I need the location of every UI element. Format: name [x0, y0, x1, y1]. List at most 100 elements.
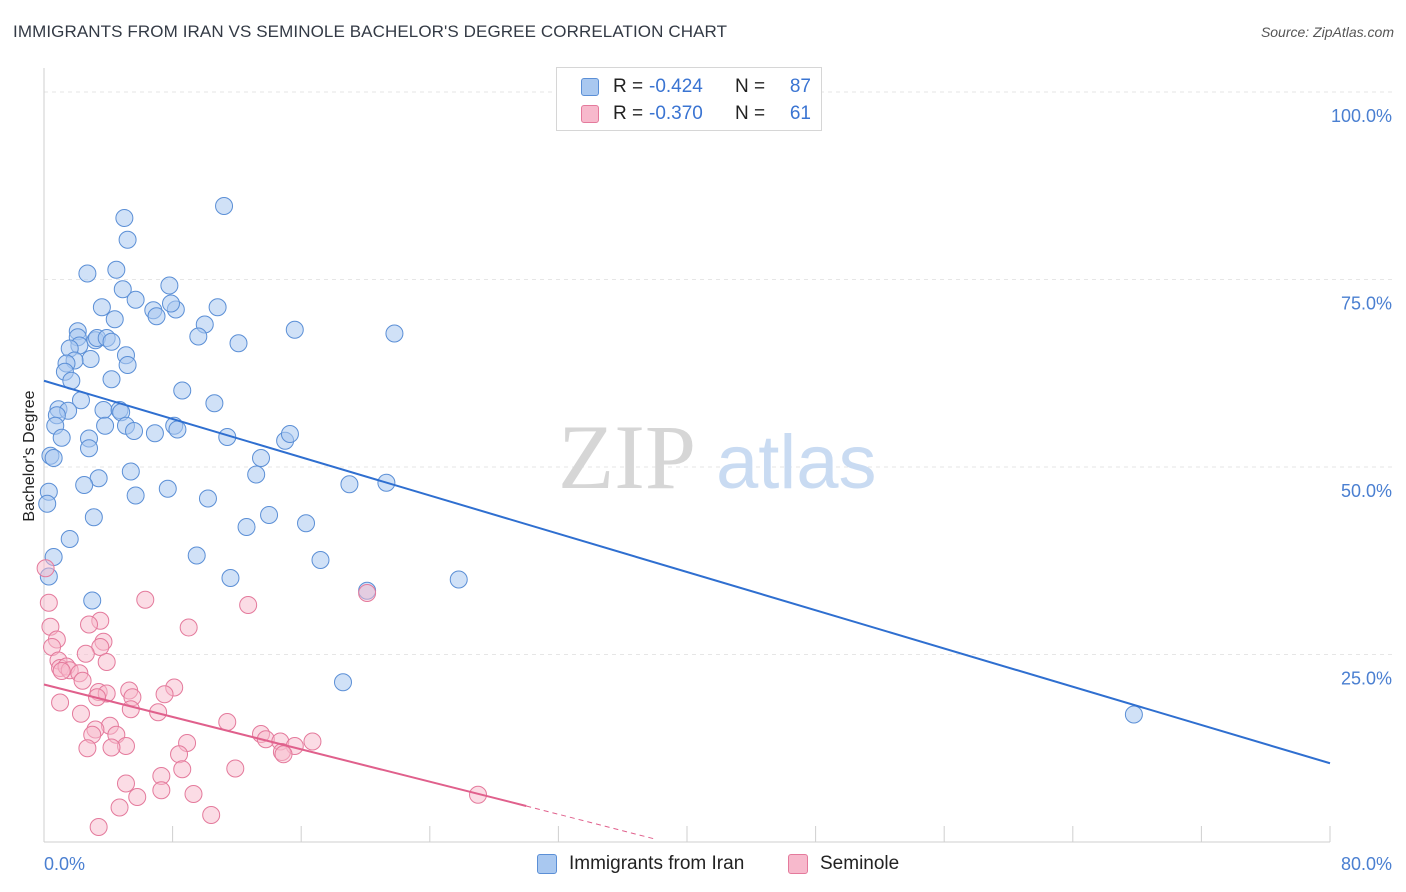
- data-point-iran: [145, 424, 164, 443]
- data-point-iran: [229, 334, 248, 353]
- data-point-seminole: [97, 653, 116, 671]
- data-point-iran: [205, 394, 224, 413]
- legend-n-value: 61: [789, 103, 811, 124]
- data-point-iran: [237, 518, 256, 536]
- legend-r-value: -0.370: [649, 103, 703, 124]
- data-point-iran: [385, 324, 404, 343]
- legend-n-value: 87: [789, 76, 811, 97]
- trend-line-seminole: [43, 683, 527, 807]
- data-point-iran: [60, 530, 79, 548]
- data-point-iran: [260, 506, 279, 524]
- data-point-iran: [147, 307, 166, 326]
- data-point-iran: [113, 280, 132, 299]
- data-point-iran: [189, 327, 208, 346]
- data-point-iran: [311, 551, 330, 569]
- data-point-seminole: [52, 662, 71, 680]
- data-point-iran: [126, 290, 145, 309]
- grid-lines: [44, 91, 1392, 655]
- data-point-iran: [121, 462, 140, 481]
- watermark-zip: ZIP: [558, 406, 696, 508]
- chart-title: IMMIGRANTS FROM IRAN VS SEMINOLE BACHELO…: [13, 22, 728, 41]
- data-point-iran: [449, 570, 468, 589]
- legend-row-seminole: R = -0.370 N = 61: [557, 100, 821, 128]
- y-tick-label: 75.0%: [1341, 294, 1392, 314]
- data-point-iran: [247, 465, 266, 484]
- data-point-iran: [158, 479, 177, 498]
- data-point-iran: [252, 449, 271, 467]
- data-point-iran: [187, 546, 206, 565]
- data-point-seminole: [116, 774, 135, 793]
- data-point-seminole: [170, 745, 189, 764]
- data-point-seminole: [155, 685, 174, 704]
- data-point-iran: [107, 260, 126, 279]
- data-point-seminole: [239, 596, 258, 614]
- data-point-seminole: [226, 759, 245, 778]
- data-point-iran: [80, 439, 99, 458]
- data-point-iran: [75, 476, 94, 494]
- data-point-iran: [102, 370, 121, 389]
- legend-row-iran: R = -0.424 N = 87: [557, 73, 821, 101]
- data-point-seminole: [202, 806, 221, 824]
- data-point-seminole: [102, 738, 121, 757]
- data-point-seminole: [218, 713, 237, 731]
- data-point-seminole: [184, 785, 203, 803]
- data-point-seminole: [358, 584, 377, 602]
- data-point-iran: [92, 298, 111, 317]
- data-point-iran: [221, 569, 240, 587]
- data-point-iran: [102, 332, 121, 351]
- data-point-iran: [285, 320, 304, 339]
- data-point-seminole: [136, 590, 155, 609]
- watermark-atlas: atlas: [716, 420, 877, 505]
- source-label: Source: ZipAtlas.com: [1260, 24, 1394, 40]
- data-point-seminole: [179, 618, 198, 637]
- series-iran-points: [38, 197, 1143, 724]
- data-point-iran: [280, 425, 299, 443]
- legend-r-label: R =: [613, 76, 644, 97]
- legend-n-label: N =: [735, 103, 766, 124]
- tick-labels: 25.0% 50.0% 75.0% 100.0% 0.0% 80.0%: [44, 106, 1392, 874]
- data-point-iran: [340, 475, 359, 494]
- series-seminole-points: [36, 559, 488, 836]
- x-tick-label: 0.0%: [44, 854, 85, 874]
- legend-r-label: R =: [613, 103, 644, 124]
- legend-label-iran: Immigrants from Iran: [569, 853, 745, 874]
- y-axis-label: Bachelor's Degree: [21, 390, 38, 521]
- watermark: ZIP atlas: [558, 406, 877, 508]
- data-point-seminole: [274, 745, 293, 764]
- trend-line-iran: [43, 379, 1331, 765]
- data-point-iran: [215, 197, 234, 215]
- data-point-iran: [126, 486, 145, 505]
- data-point-seminole: [51, 693, 70, 712]
- data-point-seminole: [303, 732, 322, 751]
- data-point-seminole: [76, 644, 95, 663]
- data-point-seminole: [73, 671, 92, 690]
- data-point-seminole: [128, 788, 147, 806]
- data-point-iran: [208, 298, 227, 317]
- legend-r-value: -0.424: [649, 76, 703, 97]
- data-point-iran: [94, 401, 113, 419]
- legend-n-label: N =: [735, 76, 766, 97]
- data-point-seminole: [121, 700, 140, 719]
- data-point-iran: [1124, 705, 1143, 724]
- y-tick-label: 100.0%: [1331, 106, 1392, 126]
- data-point-seminole: [71, 704, 90, 723]
- legend-swatch-iran: [537, 854, 557, 874]
- data-point-iran: [52, 428, 71, 447]
- data-point-iran: [173, 381, 192, 400]
- trend-lines: [43, 379, 1331, 840]
- trend-line-seminole-extension: [526, 805, 655, 840]
- data-point-iran: [83, 591, 102, 610]
- data-point-iran: [105, 310, 124, 329]
- data-point-seminole: [91, 638, 110, 656]
- y-tick-label: 50.0%: [1341, 481, 1392, 501]
- data-point-iran: [81, 350, 100, 368]
- data-point-seminole: [36, 559, 55, 578]
- y-tick-label: 25.0%: [1341, 669, 1392, 689]
- data-point-seminole: [80, 615, 99, 634]
- data-point-seminole: [173, 760, 192, 779]
- legend-swatch-iran: [581, 78, 599, 96]
- data-point-iran: [44, 449, 63, 467]
- series-legend: Immigrants from Iran Seminole: [0, 852, 1406, 878]
- correlation-legend: R = -0.424 N = 87 R = -0.370 N = 61: [556, 67, 822, 131]
